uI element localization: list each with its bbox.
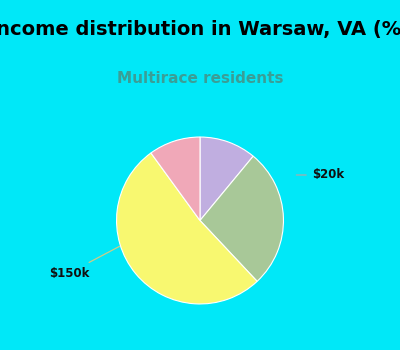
Wedge shape — [200, 156, 284, 281]
Wedge shape — [200, 137, 253, 220]
Text: $150k: $150k — [49, 246, 120, 280]
Text: Income distribution in Warsaw, VA (%): Income distribution in Warsaw, VA (%) — [0, 20, 400, 39]
Text: $60k: $60k — [0, 349, 1, 350]
Text: Multirace residents: Multirace residents — [117, 71, 283, 86]
Text: $20k: $20k — [296, 168, 344, 182]
Wedge shape — [151, 137, 200, 220]
Text: $100k: $100k — [0, 349, 1, 350]
Wedge shape — [116, 153, 257, 304]
